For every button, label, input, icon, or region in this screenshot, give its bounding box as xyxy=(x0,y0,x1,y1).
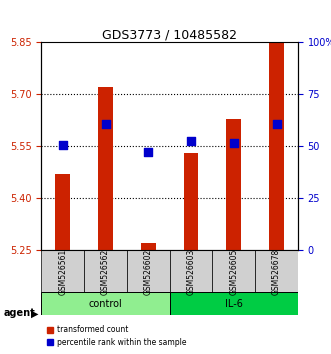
Point xyxy=(60,142,66,147)
Text: GSM526605: GSM526605 xyxy=(229,249,238,295)
Legend: transformed count, percentile rank within the sample: transformed count, percentile rank withi… xyxy=(44,322,189,350)
Text: control: control xyxy=(89,299,122,309)
Point xyxy=(103,121,108,127)
Text: GSM526678: GSM526678 xyxy=(272,249,281,295)
Point xyxy=(188,138,194,144)
FancyBboxPatch shape xyxy=(41,250,84,292)
Point xyxy=(274,121,279,127)
Title: GDS3773 / 10485582: GDS3773 / 10485582 xyxy=(102,28,237,41)
Point xyxy=(231,140,236,146)
FancyBboxPatch shape xyxy=(255,250,298,292)
FancyBboxPatch shape xyxy=(169,250,213,292)
Text: IL-6: IL-6 xyxy=(225,299,243,309)
Text: GSM526561: GSM526561 xyxy=(58,249,67,295)
Bar xyxy=(55,174,70,250)
Point xyxy=(146,149,151,154)
Bar xyxy=(269,42,284,250)
Text: GSM526603: GSM526603 xyxy=(186,249,196,295)
FancyBboxPatch shape xyxy=(169,292,298,315)
Text: ▶: ▶ xyxy=(31,308,39,318)
FancyBboxPatch shape xyxy=(127,250,169,292)
Bar xyxy=(98,87,113,250)
FancyBboxPatch shape xyxy=(213,250,255,292)
Bar xyxy=(141,243,156,250)
FancyBboxPatch shape xyxy=(41,292,169,315)
Bar xyxy=(226,119,241,250)
Text: agent: agent xyxy=(3,308,35,318)
Bar xyxy=(183,153,199,250)
Text: GSM526562: GSM526562 xyxy=(101,249,110,295)
FancyBboxPatch shape xyxy=(84,250,127,292)
Text: GSM526602: GSM526602 xyxy=(144,249,153,295)
